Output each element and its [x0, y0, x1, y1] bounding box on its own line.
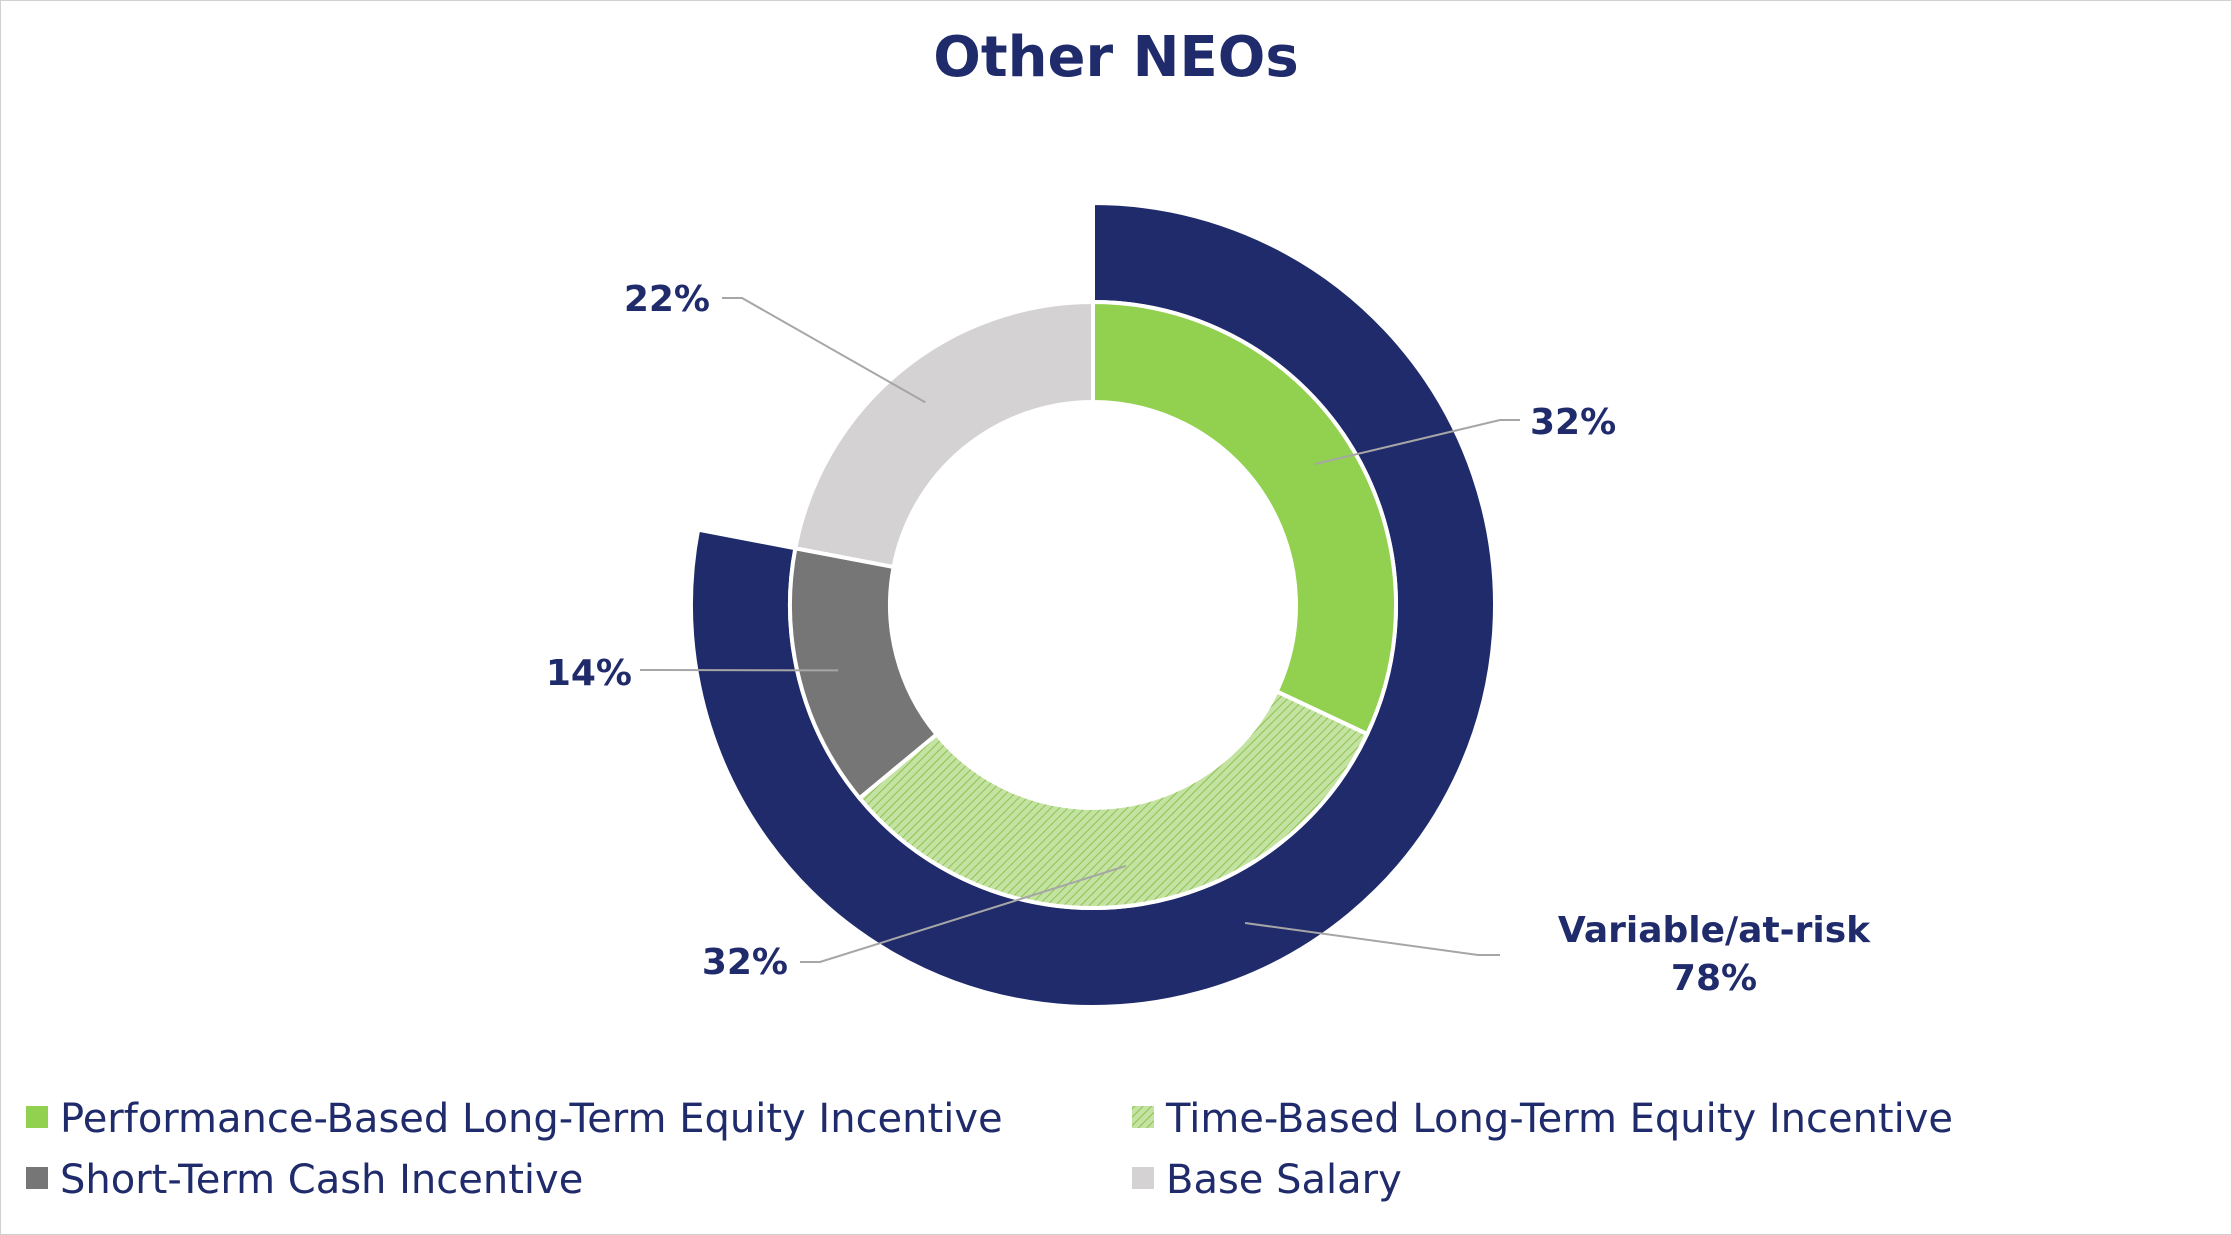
inner-slice-performance-based [1091, 299, 1398, 737]
leader-line-performance [1314, 419, 1520, 466]
data-label-time: 32% [702, 942, 788, 983]
data-label-performance: 32% [1530, 402, 1616, 443]
leader-line-variable [1244, 922, 1500, 956]
data-label-variable-value: 78% [1671, 958, 1757, 999]
legend-swatch-short-term [26, 1167, 48, 1189]
legend-label-base-salary: Base Salary [1166, 1157, 1402, 1203]
legend-swatch-time [1132, 1106, 1154, 1128]
leader-line-time [800, 864, 1127, 963]
leader-line-base-salary [722, 297, 926, 404]
legend-label-short-term: Short-Term Cash Incentive [60, 1157, 583, 1203]
inner-ring [788, 299, 1398, 910]
legend-swatch-performance [26, 1106, 48, 1128]
legend: Performance-Based Long-Term Equity Incen… [26, 1096, 1953, 1203]
leader-lines [640, 297, 1520, 963]
legend-label-time: Time-Based Long-Term Equity Incentive [1165, 1096, 1953, 1142]
data-label-variable-name: Variable/at-risk [1558, 910, 1871, 951]
legend-swatch-base-salary [1132, 1167, 1154, 1189]
inner-slice-base-salary [793, 299, 1095, 570]
inner-slice-time-based [856, 688, 1370, 910]
legend-label-performance: Performance-Based Long-Term Equity Incen… [60, 1096, 1003, 1142]
chart-title: Other NEOs [933, 25, 1298, 90]
data-label-base-salary: 22% [624, 279, 710, 320]
data-label-short-term: 14% [546, 653, 632, 694]
